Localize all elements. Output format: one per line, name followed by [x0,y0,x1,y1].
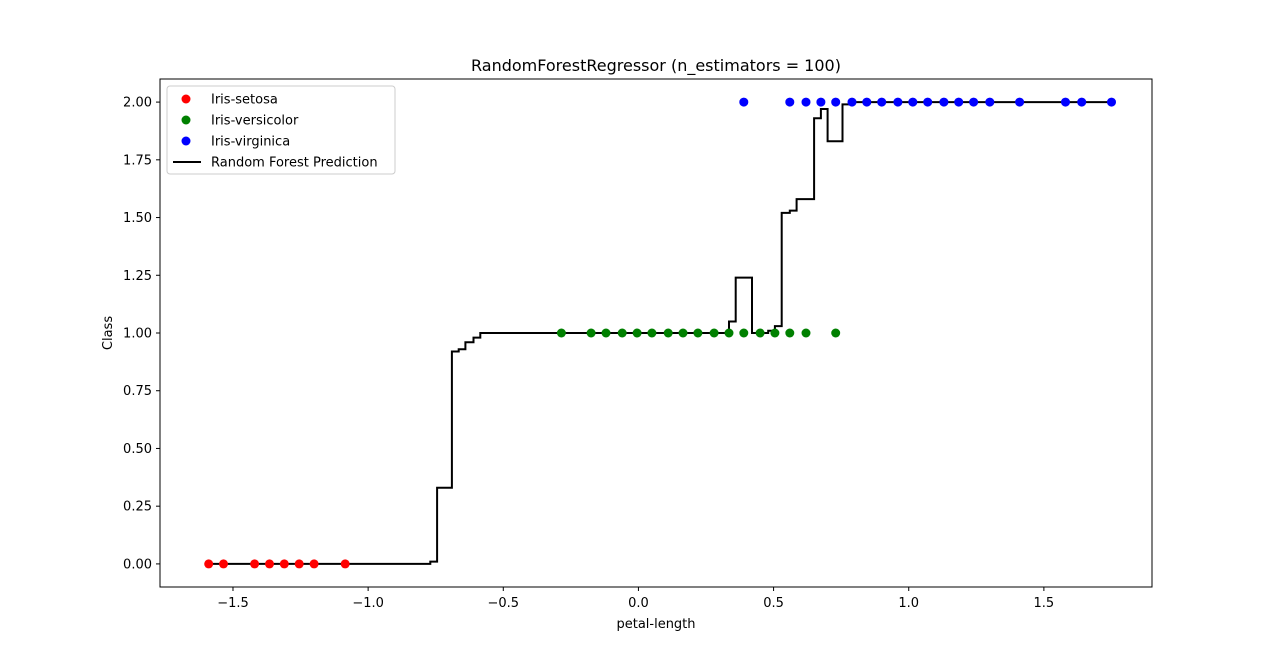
legend-label: Iris-virginica [211,135,290,150]
point-iris-versicolor [801,328,811,338]
point-iris-virginica [801,97,811,107]
y-axis: 0.00 0.25 0.50 0.75 1.00 1.25 1.50 1.75 2.00 [123,96,160,572]
y-tick-label: 0.25 [123,500,152,515]
x-tick-label: −1.0 [352,596,384,611]
point-iris-virginica [1107,97,1116,107]
point-iris-versicolor [693,328,703,338]
legend-box [166,85,396,175]
point-iris-virginica [877,97,887,107]
legend-label: Iris-setosa [211,93,278,108]
x-tick-label: 1.5 [1034,596,1055,611]
y-tick-label: 0.50 [123,442,152,457]
point-iris-virginica [939,97,949,107]
y-tick-label: 1.50 [123,211,152,226]
point-iris-virginica [847,97,857,107]
plot-marks [204,97,1116,569]
point-iris-versicolor [831,328,841,338]
point-iris-virginica [1061,97,1070,107]
point-iris-setosa [309,559,319,569]
y-tick-label: 0.75 [123,384,152,399]
point-iris-setosa [340,559,350,569]
x-tick-label: −1.5 [217,596,249,611]
point-iris-virginica [908,97,918,107]
legend-marker [181,94,191,104]
x-tick-label: −0.5 [487,596,519,611]
y-tick-label: 0.00 [123,557,152,572]
point-iris-versicolor [586,328,596,338]
point-iris-virginica [831,97,841,107]
legend-label: Random Forest Prediction [211,156,378,171]
point-iris-versicolor [663,328,673,338]
point-iris-virginica [954,97,964,107]
point-iris-versicolor [709,328,719,338]
point-iris-virginica [816,97,826,107]
point-iris-versicolor [617,328,627,338]
y-tick-label: 2.00 [123,96,152,111]
point-iris-virginica [862,97,872,107]
y-axis-label: Class [101,316,116,350]
point-iris-virginica [1015,97,1025,107]
point-iris-setosa [219,559,228,569]
y-tick-label: 1.75 [123,153,152,168]
point-iris-virginica [985,97,995,107]
point-iris-setosa [250,559,260,569]
point-iris-versicolor [601,328,611,338]
point-iris-versicolor [785,328,795,338]
y-tick-label: 1.25 [123,269,152,284]
point-iris-virginica [969,97,979,107]
point-iris-virginica [893,97,903,107]
point-iris-setosa [279,559,289,569]
point-iris-setosa [294,559,304,569]
point-iris-versicolor [724,328,734,338]
x-axis-label: petal-length [616,617,695,632]
x-tick-label: 0.0 [628,596,649,611]
point-iris-versicolor [556,328,566,338]
point-iris-setosa [204,559,214,569]
point-iris-virginica [1077,97,1087,107]
point-iris-versicolor [739,328,749,338]
point-iris-versicolor [755,328,765,338]
point-iris-virginica [739,97,749,107]
legend-marker [181,115,191,125]
point-iris-versicolor [647,328,657,338]
x-axis: −1.5 −1.0 −0.5 0.0 0.5 1.0 1.5 [217,587,1054,611]
x-tick-label: 0.5 [763,596,784,611]
point-iris-virginica [785,97,795,107]
point-iris-versicolor [770,328,780,338]
chart-title: RandomForestRegressor (n_estimators = 10… [471,56,841,76]
point-iris-setosa [265,559,274,569]
legend: Iris-setosa Iris-versicolor Iris-virginica… [166,85,396,175]
point-iris-versicolor [678,328,688,338]
legend-marker [181,136,191,146]
point-iris-versicolor [632,328,642,338]
x-tick-label: 1.0 [898,596,919,611]
point-iris-virginica [923,97,933,107]
y-tick-label: 1.00 [123,327,152,342]
legend-label: Iris-versicolor [211,114,299,129]
